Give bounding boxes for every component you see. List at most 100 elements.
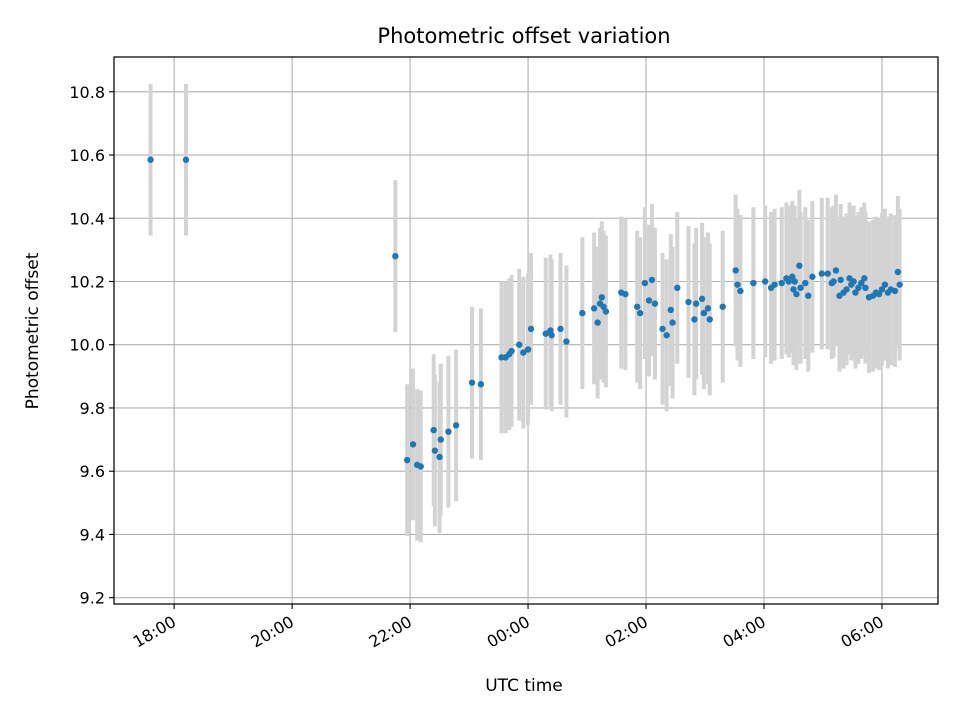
data-point <box>590 305 598 312</box>
data-point <box>785 278 792 285</box>
chart-title: Photometric offset variation <box>377 24 670 48</box>
data-point <box>641 279 649 287</box>
data-point <box>648 276 656 284</box>
y-tick-label: 10.4 <box>69 209 105 228</box>
data-point <box>818 270 826 277</box>
data-point <box>430 426 437 434</box>
data-point <box>633 303 641 310</box>
data-point <box>524 346 532 353</box>
data-point <box>508 347 515 355</box>
data-point <box>732 267 739 274</box>
data-point <box>182 156 190 163</box>
data-point <box>600 303 607 310</box>
data-point <box>809 273 816 280</box>
data-point <box>862 284 869 292</box>
data-point <box>750 279 757 287</box>
data-point <box>875 290 883 298</box>
data-point <box>477 381 485 388</box>
y-tick-label: 10.0 <box>69 336 105 355</box>
data-point <box>431 447 439 454</box>
data-point <box>852 289 859 296</box>
data-point <box>894 268 902 276</box>
data-point <box>881 281 889 288</box>
data-point <box>789 273 796 280</box>
data-point <box>791 278 798 285</box>
data-point <box>719 303 726 310</box>
data-point <box>663 332 670 339</box>
data-point <box>542 330 549 337</box>
y-tick-label: 9.4 <box>80 525 105 544</box>
data-point <box>761 278 769 285</box>
data-point <box>771 281 778 288</box>
data-point <box>797 284 804 292</box>
data-point <box>520 349 527 356</box>
data-point <box>579 309 586 317</box>
data-point <box>445 428 452 435</box>
y-tick-label: 9.8 <box>80 399 105 418</box>
data-point <box>147 156 154 163</box>
data-point <box>598 294 605 301</box>
data-point <box>861 275 868 282</box>
data-point <box>403 456 411 464</box>
data-point <box>698 295 706 303</box>
data-point <box>802 279 809 287</box>
data-point <box>527 325 535 333</box>
data-point <box>622 290 629 298</box>
data-point <box>843 286 850 293</box>
y-tick-label: 9.6 <box>80 462 105 481</box>
data-point <box>516 341 523 348</box>
data-point <box>805 292 812 299</box>
data-point <box>417 463 424 470</box>
data-point <box>563 338 570 345</box>
data-point <box>669 319 676 326</box>
y-tick-label: 10.2 <box>69 272 105 291</box>
data-point <box>436 453 443 461</box>
data-point <box>674 284 681 292</box>
y-axis-label: Photometric offset <box>23 252 43 409</box>
data-point <box>830 278 837 285</box>
data-point <box>468 379 476 386</box>
data-point <box>790 286 797 293</box>
data-point <box>878 286 886 293</box>
data-point <box>796 262 803 269</box>
data-point <box>734 281 741 288</box>
data-point <box>837 276 844 284</box>
data-point <box>850 278 857 285</box>
data-point <box>704 305 712 312</box>
data-point <box>409 441 417 448</box>
data-point <box>659 325 666 333</box>
data-point <box>685 298 692 306</box>
data-point <box>392 252 399 260</box>
data-point <box>691 316 698 323</box>
data-point <box>692 300 700 307</box>
data-point <box>793 290 800 298</box>
y-tick-label: 10.6 <box>69 146 105 165</box>
data-point <box>855 284 862 292</box>
y-tick-label: 10.8 <box>69 83 105 102</box>
data-point <box>602 308 610 315</box>
data-point <box>645 297 653 304</box>
y-tick-label: 9.2 <box>80 589 105 608</box>
data-point <box>667 306 675 314</box>
data-point <box>778 279 785 287</box>
data-point <box>636 309 644 317</box>
data-point <box>832 267 840 274</box>
plot-frame <box>113 56 939 605</box>
data-point <box>651 300 659 307</box>
data-point <box>548 332 555 339</box>
data-point <box>891 287 899 295</box>
data-point <box>858 279 865 287</box>
y-ticks: 9.2 9.4 9.6 9.8 10.0 10.2 10.4 10.6 10.8 <box>69 83 114 608</box>
data-point <box>896 281 903 288</box>
grid <box>114 57 938 604</box>
data-point <box>437 436 444 443</box>
data-point <box>452 422 460 429</box>
data-point <box>706 316 713 323</box>
data-point <box>594 319 601 326</box>
data-point <box>737 287 744 295</box>
data-point <box>557 325 564 333</box>
x-axis-label: UTC time <box>485 676 563 696</box>
data-points <box>147 156 903 470</box>
data-point <box>700 309 708 317</box>
